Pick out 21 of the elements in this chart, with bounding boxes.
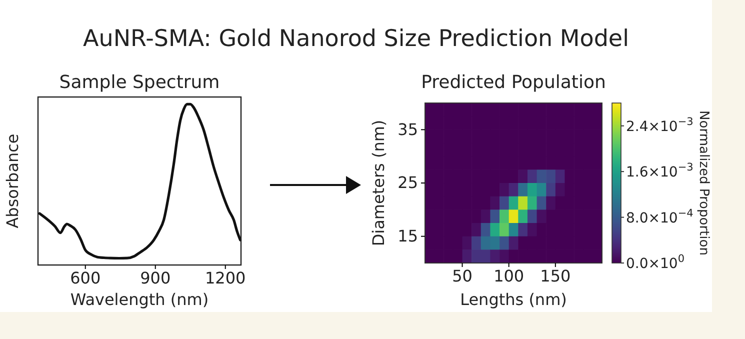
x-tick-label: 900 — [140, 268, 171, 288]
y-tick-label: 35 — [398, 120, 418, 139]
text: AuNR-SMA: Gold Nanorod Size Prediction Model — [83, 26, 629, 52]
x-tick-label: 600 — [70, 268, 101, 288]
y-tick-label: 25 — [398, 173, 418, 192]
x-axis-title: Lengths (nm) — [460, 290, 567, 309]
y-axis-title: Absorbance — [3, 134, 22, 228]
x-axis-title: Wavelength (nm) — [70, 290, 209, 309]
chart-title: Predicted Population — [421, 72, 606, 93]
color-bar-title: Normalized Proportion — [696, 110, 711, 256]
x-tick-label: 100 — [494, 266, 524, 286]
y-axis-title: Diameters (nm) — [369, 120, 388, 246]
color-bar-label: 2.4×10$^{−3}$ — [626, 116, 694, 135]
x-tick-label: 50 — [452, 266, 472, 286]
color-bar-label: 0.0×10$^{0}$ — [626, 253, 684, 272]
y-tick-label: 15 — [398, 226, 418, 246]
x-tick-label: 150 — [540, 266, 571, 286]
color-bar-label: 8.0×10$^{−4}$ — [626, 207, 694, 226]
color-bar-label: 1.6×10$^{−3}$ — [626, 162, 694, 181]
x-tick-label: 1200 — [205, 268, 246, 288]
chart-title: Sample Spectrum — [59, 72, 220, 93]
